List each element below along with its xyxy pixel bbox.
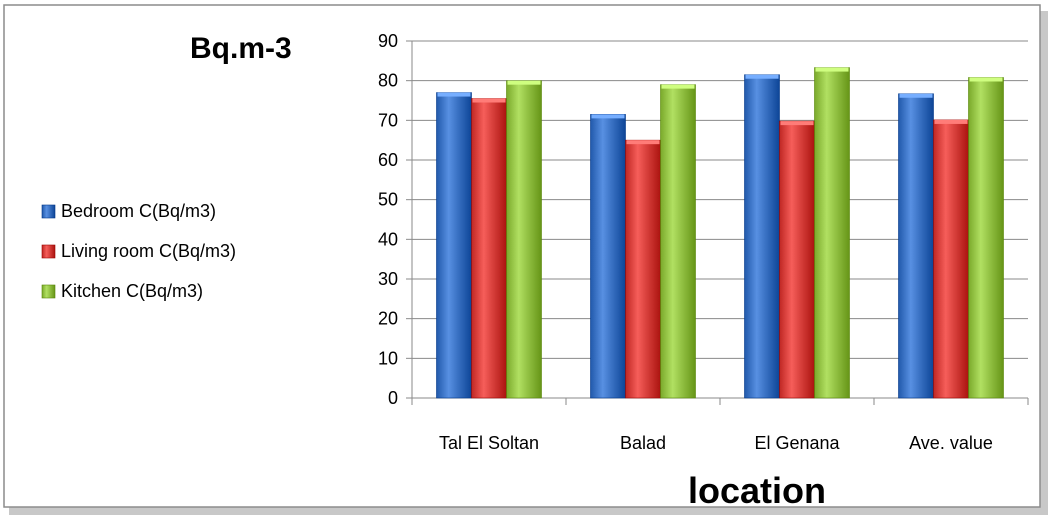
bar-body xyxy=(779,120,815,399)
y-tick-label: 10 xyxy=(378,348,398,368)
bar-body xyxy=(471,98,507,399)
bar-bedroom-3 xyxy=(898,93,934,399)
bar-top xyxy=(899,93,933,98)
legend-label: Kitchen C(Bq/m3) xyxy=(61,281,203,301)
bar-body xyxy=(436,92,472,399)
bar-body xyxy=(744,74,780,399)
bar-bedroom-2 xyxy=(744,74,780,399)
legend-item: Kitchen C(Bq/m3) xyxy=(41,281,203,301)
bar-top xyxy=(934,119,968,124)
y-tick-labels: 0 10 20 30 40 50 60 70 80 90 xyxy=(378,31,398,408)
bar-kitchen-2 xyxy=(814,67,850,399)
bar-body xyxy=(968,77,1004,399)
y-tick-label: 40 xyxy=(378,229,398,249)
bars xyxy=(436,67,1004,399)
bar-body xyxy=(814,67,850,399)
bar-body xyxy=(506,80,542,399)
legend-swatch xyxy=(41,244,56,259)
bar-top xyxy=(626,140,660,145)
y-tick-label: 20 xyxy=(378,309,398,329)
legend: Bedroom C(Bq/m3) Living room C(Bq/m3) Kitc… xyxy=(41,201,236,301)
bar-living-2 xyxy=(779,120,815,399)
bar-kitchen-1 xyxy=(660,84,696,399)
bar-body xyxy=(590,114,626,399)
legend-swatch xyxy=(41,204,56,219)
y-tick-label: 30 xyxy=(378,269,398,289)
bar-top xyxy=(472,98,506,103)
bar-top xyxy=(507,80,541,85)
bar-bedroom-1 xyxy=(590,114,626,399)
bar-kitchen-0 xyxy=(506,80,542,399)
bar-living-3 xyxy=(933,119,969,399)
x-tick-labels: Tal El Soltan Balad El Genana Ave. value xyxy=(439,433,993,453)
x-axis-label: location xyxy=(688,470,826,511)
bar-top xyxy=(661,84,695,89)
y-tick-label: 50 xyxy=(378,190,398,210)
legend-label: Living room C(Bq/m3) xyxy=(61,241,236,261)
bar-body xyxy=(898,93,934,399)
bar-top xyxy=(969,77,1003,82)
bar-kitchen-3 xyxy=(968,77,1004,399)
bar-top xyxy=(437,92,471,97)
bar-top xyxy=(591,114,625,119)
bar-body xyxy=(660,84,696,399)
bar-body xyxy=(625,139,661,399)
x-tick-label: El Genana xyxy=(754,433,840,453)
bar-top xyxy=(815,67,849,72)
legend-item: Living room C(Bq/m3) xyxy=(41,241,236,261)
legend-label: Bedroom C(Bq/m3) xyxy=(61,201,216,221)
y-tick-label: 60 xyxy=(378,150,398,170)
y-axis-label: Bq.m-3 xyxy=(190,32,292,65)
bar-top xyxy=(780,121,814,126)
bar-living-0 xyxy=(471,98,507,399)
x-tick-label: Tal El Soltan xyxy=(439,433,539,453)
legend-swatch xyxy=(41,284,56,299)
y-tick-label: 90 xyxy=(378,31,398,51)
bar-bedroom-0 xyxy=(436,92,472,399)
legend-item: Bedroom C(Bq/m3) xyxy=(41,201,216,221)
y-tick-label: 80 xyxy=(378,71,398,91)
x-tick-label: Balad xyxy=(620,433,666,453)
y-tick-label: 0 xyxy=(388,388,398,408)
x-tick-label: Ave. value xyxy=(909,433,993,453)
y-tick-label: 70 xyxy=(378,110,398,130)
bar-body xyxy=(933,119,969,399)
bar-top xyxy=(745,74,779,79)
bar-living-1 xyxy=(625,139,661,399)
